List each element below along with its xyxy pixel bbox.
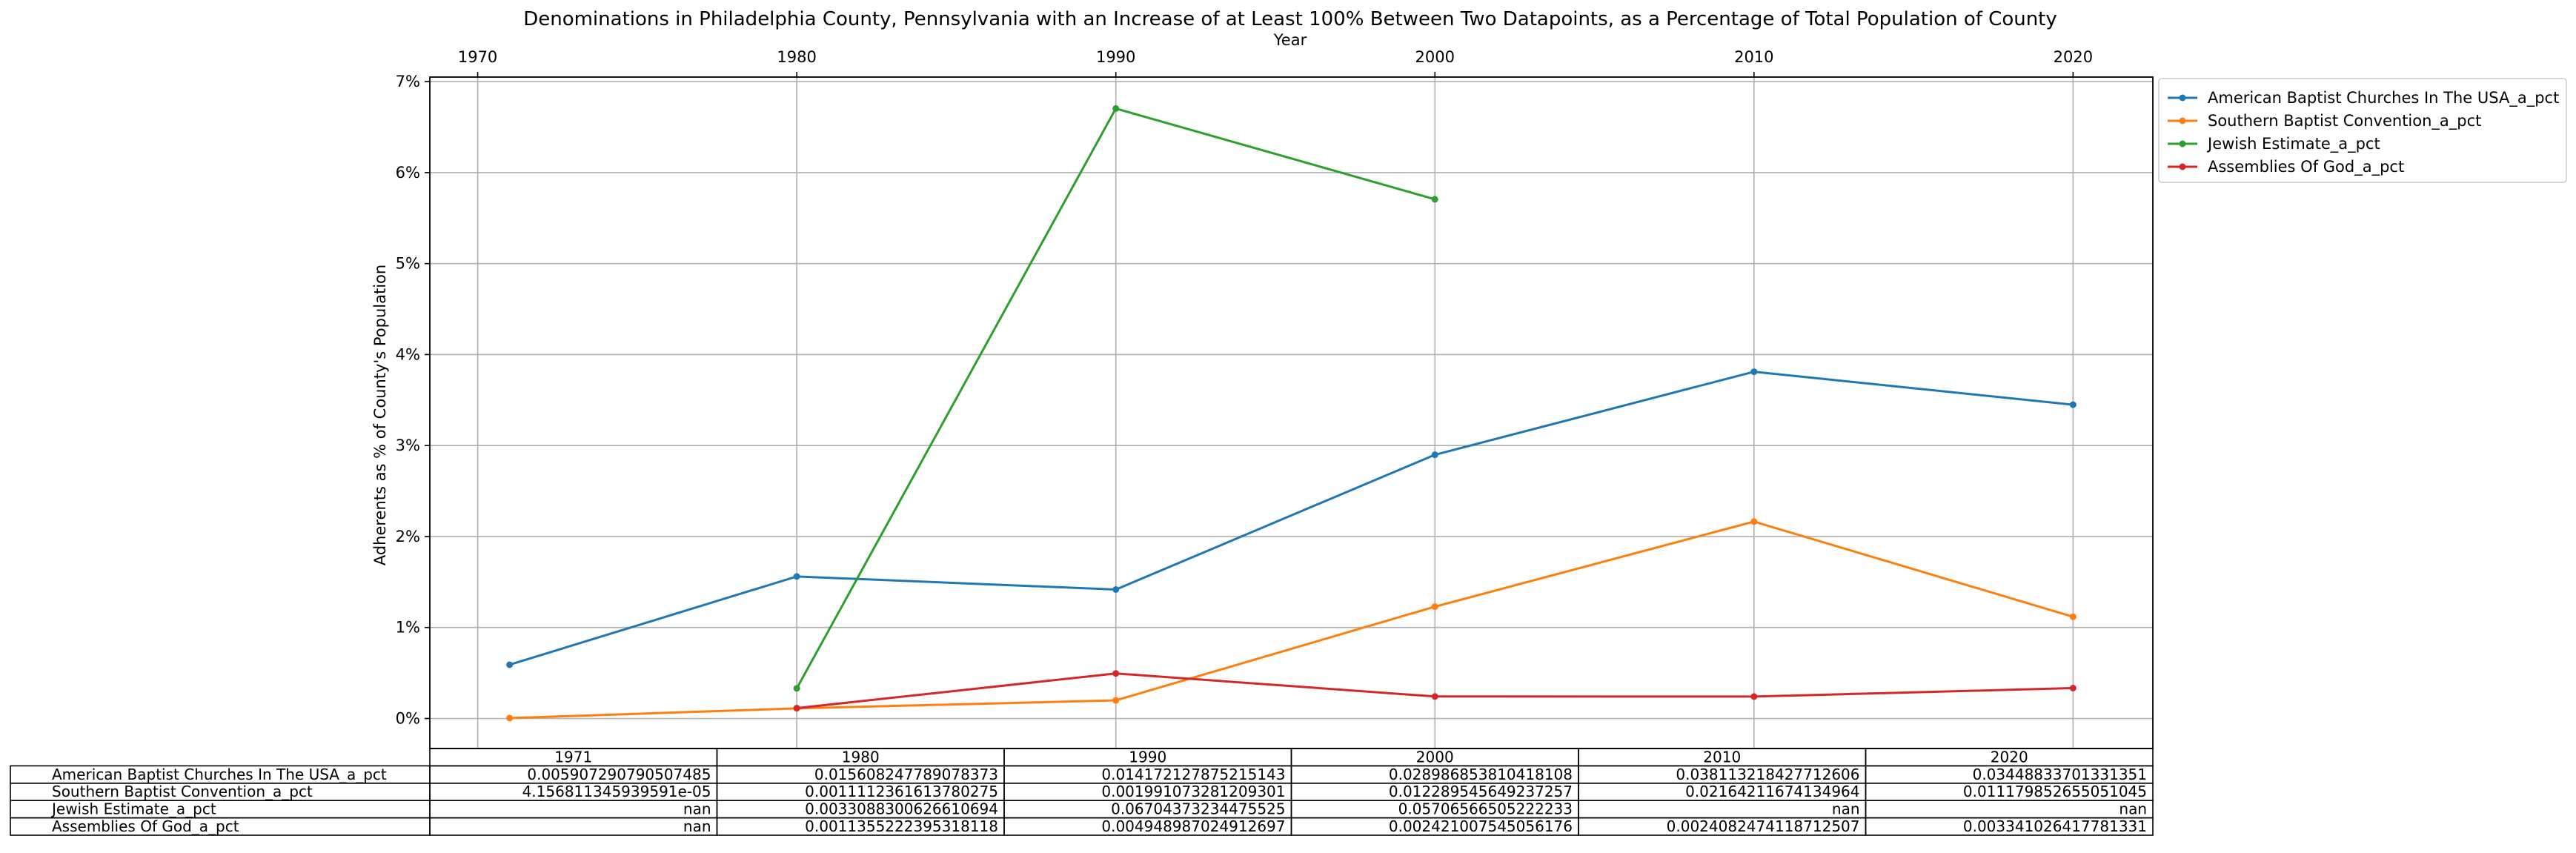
legend-label: Assemblies Of God_a_pct	[2208, 158, 2404, 176]
table-cell-value: 0.012289545649237257	[1389, 783, 1573, 800]
legend-marker	[2179, 140, 2186, 147]
data-point	[1112, 670, 1120, 677]
x-tick-label: 2000	[1415, 48, 1455, 66]
table-cell-value: 0.003341026417781331	[1963, 817, 2147, 835]
table-cell-value: nan	[683, 817, 711, 835]
table-cell-value: 0.015608247789078373	[814, 766, 998, 783]
table-cell-value: 0.038113218427712606	[1676, 766, 1859, 783]
table-row-label: American Baptist Churches In The USA_a_p…	[52, 766, 387, 783]
table-cell-value: 0.028986853810418108	[1389, 766, 1573, 783]
y-tick-label: 7%	[396, 73, 420, 90]
data-point	[2069, 684, 2077, 691]
y-tick-label: 5%	[396, 255, 420, 273]
y-tick-label: 6%	[396, 164, 420, 182]
table-cell-value: 0.002421007545056176	[1389, 817, 1573, 835]
table-cell	[429, 817, 718, 836]
table-cell-value: 0.03448833701331351	[1973, 766, 2147, 783]
table-row-label: Assemblies Of God_a_pct	[52, 817, 239, 835]
data-point	[1750, 368, 1758, 376]
data-point	[1112, 586, 1120, 594]
series-1	[506, 518, 2077, 722]
legend-marker	[2179, 117, 2186, 125]
data-point	[1750, 518, 1758, 525]
data-point	[793, 685, 800, 692]
data-point	[1431, 603, 1438, 611]
table-cell-value: 0.001991073281209301	[1101, 783, 1285, 800]
y-axis-label: Adherents as % of County's Population	[371, 265, 389, 565]
x-tick-label: 1990	[1096, 48, 1135, 66]
table-cell	[1865, 800, 2154, 819]
grid	[430, 77, 2153, 749]
table-cell-value: 0.0011355222395318118	[805, 817, 998, 835]
legend-marker	[2179, 163, 2186, 170]
table-column-header: 1980	[842, 748, 880, 766]
data-point	[2069, 613, 2077, 620]
x-axis-label: Year	[1273, 31, 1307, 49]
x-tick-label: 2020	[2054, 48, 2093, 66]
table-cell-value: 0.004948987024912697	[1101, 817, 1285, 835]
x-tick-label: 1980	[777, 48, 816, 66]
x-tick-label: 1970	[458, 48, 497, 66]
series-0	[506, 368, 2077, 668]
data-point	[793, 705, 800, 712]
table-cell-value: 0.05706566505222233	[1398, 800, 1573, 818]
data-point	[2069, 401, 2077, 408]
chart-title: Denominations in Philadelphia County, Pe…	[523, 8, 2057, 30]
table-cell-value: nan	[1832, 800, 1860, 818]
legend-box	[2158, 78, 2567, 183]
table-cell-value: 0.014172127875215143	[1101, 766, 1285, 783]
table-cell	[429, 800, 718, 819]
legend-marker	[2179, 94, 2186, 102]
table-column-header: 1971	[554, 748, 592, 766]
table-row-label: Southern Baptist Convention_a_pct	[52, 783, 313, 800]
data-point	[1112, 697, 1120, 704]
data-point	[1431, 451, 1438, 459]
series-line	[509, 371, 2074, 666]
table-cell-value: 0.011179852655051045	[1963, 783, 2147, 800]
table-cell-value: nan	[2119, 800, 2147, 818]
data-point	[1112, 104, 1120, 112]
x-tick-label: 2010	[1734, 48, 1773, 66]
table-cell	[1865, 817, 2154, 836]
series-2	[793, 104, 1438, 692]
series-lines	[506, 104, 2077, 722]
table-cell-value: 0.0033088300626610694	[805, 800, 998, 818]
y-tick-label: 1%	[396, 619, 420, 637]
y-tick-label: 2%	[396, 528, 420, 545]
y-tick-label: 3%	[396, 437, 420, 454]
data-point	[793, 573, 800, 580]
legend-label: Southern Baptist Convention_a_pct	[2208, 112, 2481, 130]
table-column-header: 2010	[1703, 748, 1741, 766]
data-point	[1431, 196, 1438, 203]
table-cell	[1578, 800, 1867, 819]
table-cell-value: 0.06704373234475525	[1111, 800, 1285, 818]
data-point	[1750, 693, 1758, 700]
legend-label: American Baptist Churches In The USA_a_p…	[2208, 89, 2559, 107]
legend: American Baptist Churches In The USA_a_p…	[2158, 78, 2567, 183]
series-line	[509, 520, 2074, 720]
data-point	[1431, 693, 1438, 700]
series-3	[793, 670, 2077, 712]
table-column-header: 1990	[1129, 748, 1166, 766]
table-column-header: 2020	[1991, 748, 2028, 766]
table-column-header: 2000	[1416, 748, 1454, 766]
table-cell-value: 4.156811345939591e-05	[522, 783, 711, 800]
table-cell-value: 0.0011112361613780275	[805, 783, 998, 800]
table-cell-value: 0.005907290790507485	[527, 766, 711, 783]
legend-label: Jewish Estimate_a_pct	[2206, 135, 2380, 153]
y-tick-label: 0%	[396, 709, 420, 727]
table-cell-value: 0.0024082474118712507	[1667, 817, 1860, 835]
table-row-label: Jewish Estimate_a_pct	[50, 800, 216, 818]
data-point	[506, 714, 514, 722]
data-table: 1971 1980 1990 2000 2010 2020 American Baptist…	[10, 748, 2154, 836]
data-point	[506, 661, 514, 668]
table-cell-value: nan	[683, 800, 711, 818]
y-tick-label: 4%	[396, 345, 420, 363]
table-cell-value: 0.02164211674134964	[1685, 783, 1859, 800]
